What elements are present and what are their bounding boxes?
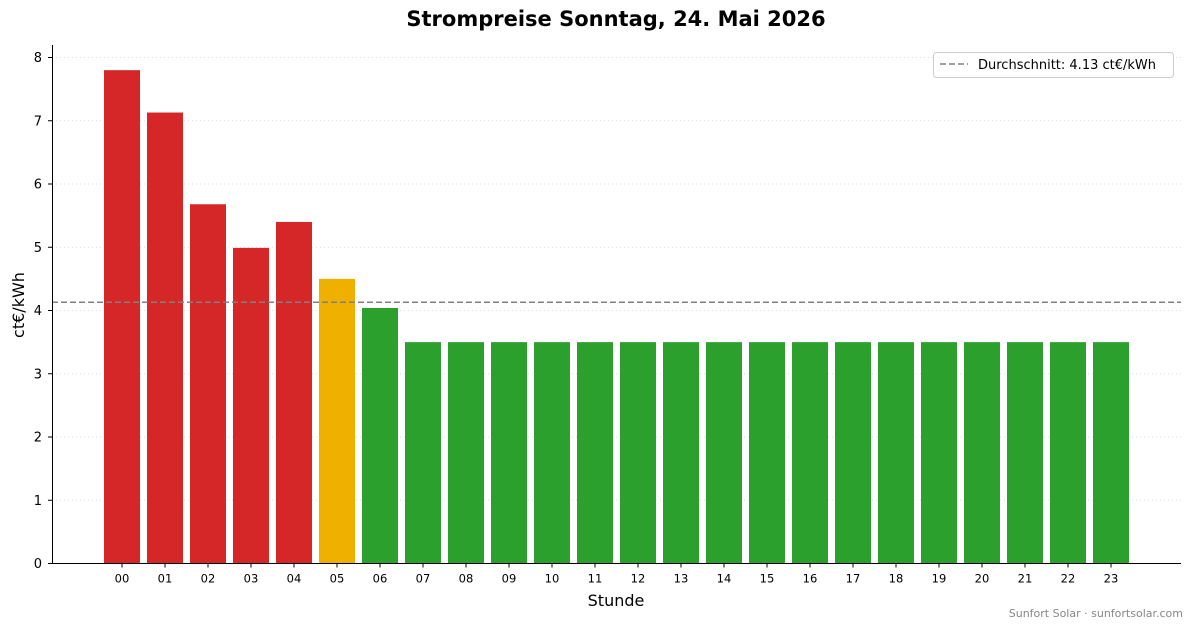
bar-hour-08 (448, 342, 484, 564)
bar-hour-14 (706, 342, 742, 564)
x-axis-label: Stunde (588, 591, 645, 610)
x-tick-label: 22 (1061, 572, 1076, 586)
bar-hour-21 (1007, 342, 1043, 564)
x-tick-label: 15 (760, 572, 775, 586)
x-tick-label: 11 (588, 572, 603, 586)
x-tick-label: 06 (373, 572, 388, 586)
bar-hour-20 (964, 342, 1000, 564)
x-tick-label: 00 (115, 572, 130, 586)
bar-hour-02 (190, 204, 226, 564)
x-tick-label: 16 (803, 572, 818, 586)
y-tick-label: 0 (34, 557, 42, 572)
chart-title: Strompreise Sonntag, 24. Mai 2026 (406, 7, 825, 31)
y-tick-label: 1 (34, 494, 42, 509)
legend-box (933, 52, 1174, 78)
x-tick-label: 02 (201, 572, 216, 586)
bar-hour-03 (233, 247, 269, 564)
x-tick-label: 12 (631, 572, 646, 586)
x-tick-label: 23 (1104, 572, 1119, 586)
x-tick-label: 18 (889, 572, 904, 586)
x-tick-label: 10 (545, 572, 560, 586)
footer-credit: Sunfort Solar · sunfortsolar.com (1009, 607, 1183, 620)
x-tick-label: 17 (846, 572, 861, 586)
x-tick-label: 04 (287, 572, 302, 586)
bar-hour-13 (663, 342, 699, 564)
bar-hour-17 (835, 342, 871, 564)
x-tick-label: 08 (459, 572, 474, 586)
bar-hour-09 (491, 342, 527, 564)
legend: Durchschnitt: 4.13 ct€/kWh (933, 52, 1174, 78)
x-tick-label: 03 (244, 572, 259, 586)
x-tick-label: 19 (932, 572, 947, 586)
bar-hour-12 (620, 342, 656, 564)
x-tick-label: 05 (330, 572, 345, 586)
y-tick-label: 2 (34, 431, 42, 446)
x-ticks: 00 01 02 03 04 05 06 07 08 09 10 11 12 13 14 15 16 17 18 19… (115, 563, 1119, 586)
x-tick-label: 13 (674, 572, 689, 586)
x-tick-label: 01 (158, 572, 173, 586)
x-tick-label: 09 (502, 572, 517, 586)
bar-hour-19 (921, 342, 957, 564)
y-tick-label: 7 (34, 114, 42, 129)
bar-hour-23 (1093, 342, 1129, 564)
bar-hour-04 (276, 221, 312, 564)
x-tick-label: 07 (416, 572, 431, 586)
bar-hour-06 (362, 307, 398, 564)
bar-hour-07 (405, 342, 441, 564)
x-tick-label: 21 (1018, 572, 1033, 586)
bars-group (104, 70, 1129, 564)
y-tick-label: 4 (34, 304, 42, 319)
x-tick-label: 14 (717, 572, 732, 586)
bar-hour-00 (104, 70, 140, 564)
bar-hour-18 (878, 342, 914, 564)
y-tick-label: 5 (34, 241, 42, 256)
y-tick-label: 3 (34, 367, 42, 382)
bar-hour-22 (1050, 342, 1086, 564)
bar-hour-16 (792, 342, 828, 564)
y-axis-label: ct€/kWh (9, 272, 28, 338)
bar-hour-11 (577, 342, 613, 564)
bar-hour-05 (319, 278, 355, 564)
y-tick-label: 8 (34, 51, 42, 66)
bar-hour-10 (534, 342, 570, 564)
y-tick-label: 6 (34, 178, 42, 193)
x-tick-label: 20 (975, 572, 990, 586)
y-ticks: 0 1 2 3 4 5 6 7 8 (34, 51, 52, 572)
legend-label: Durchschnitt: 4.13 ct€/kWh (978, 58, 1156, 73)
bar-hour-15 (749, 342, 785, 564)
bar-hour-01 (147, 112, 183, 564)
